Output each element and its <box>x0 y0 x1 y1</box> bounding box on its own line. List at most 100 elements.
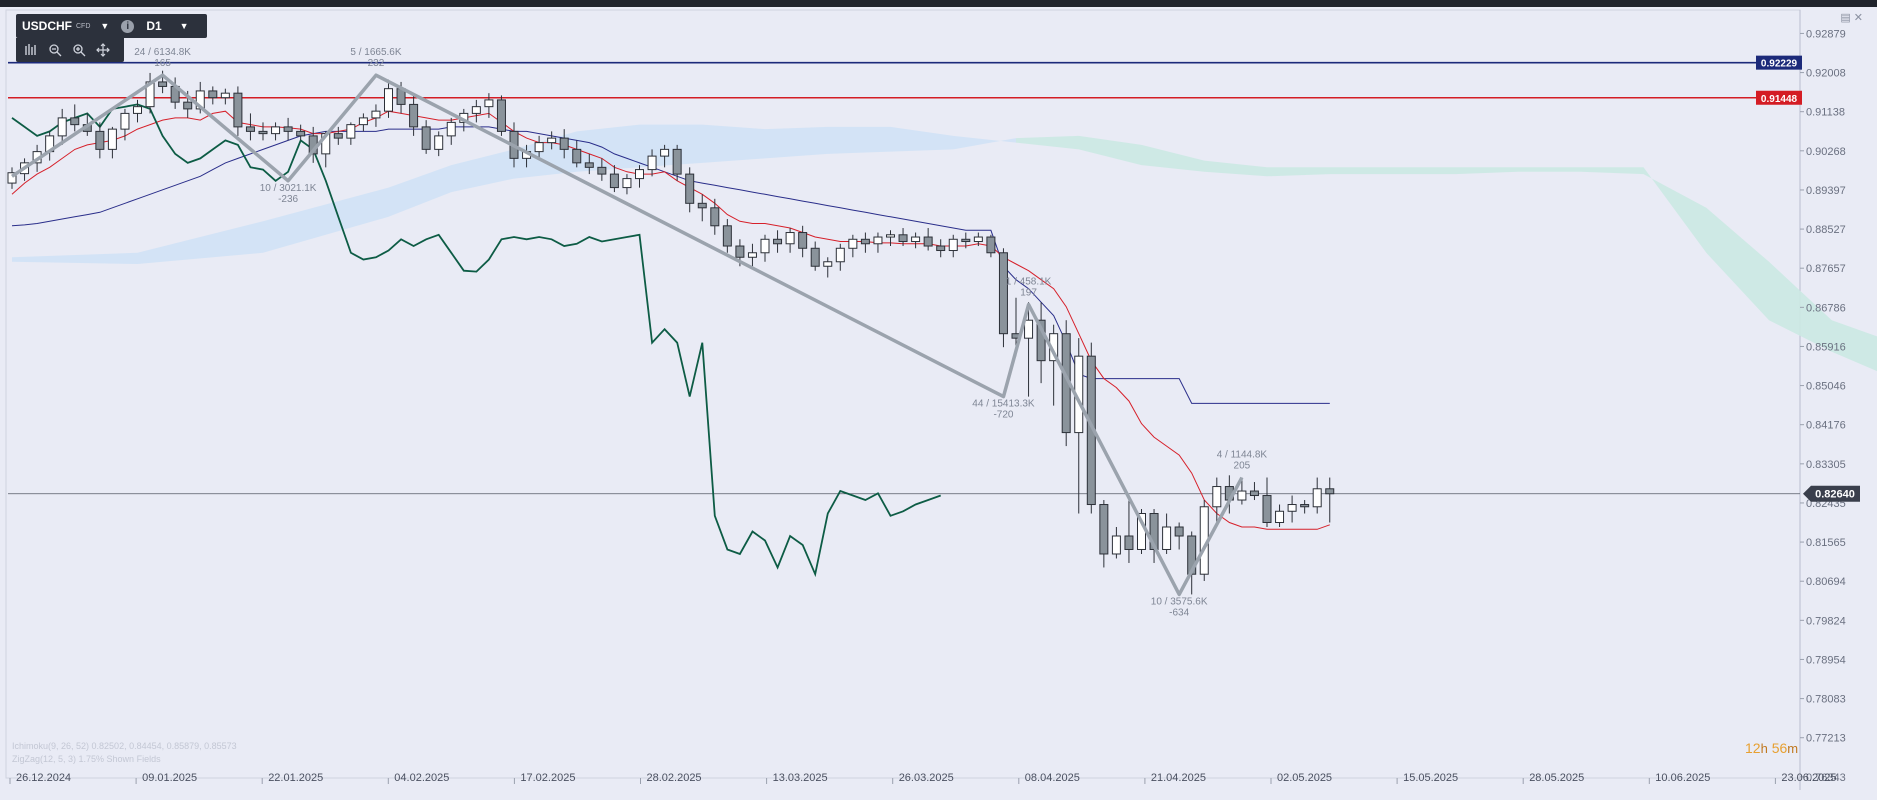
candle-body <box>1212 486 1222 508</box>
candle-body <box>760 238 770 254</box>
symbol-dropdown-icon[interactable]: ▼ <box>100 21 110 31</box>
horizontal-line-price-label: 0.92229 <box>1761 59 1798 70</box>
candle-body <box>1325 488 1335 495</box>
candle-body <box>911 236 921 243</box>
x-tick-label: 13.03.2025 <box>773 772 828 784</box>
candle-body <box>873 236 883 245</box>
close-icon[interactable]: ✕ <box>1853 12 1863 24</box>
y-tick-label: 0.91138 <box>1806 107 1845 119</box>
candle <box>283 117 293 141</box>
countdown-hours: 12 <box>1745 740 1761 756</box>
zoom-out-icon[interactable] <box>46 41 64 59</box>
zigzag-volume-label: 10 / 3575.6K <box>1151 596 1208 607</box>
candle <box>948 234 958 258</box>
candle-body <box>860 238 870 245</box>
candle-body <box>384 88 393 112</box>
y-tick-label: 0.85046 <box>1806 381 1846 393</box>
zigzag-volume-label: 24 / 6134.8K <box>134 47 191 58</box>
candle-body <box>371 110 381 119</box>
zigzag-points-label: 197 <box>1020 287 1037 298</box>
y-tick-label: 0.79824 <box>1806 615 1846 627</box>
timeframe-selector[interactable]: D1 <box>146 19 162 33</box>
candle <box>371 104 381 127</box>
candle-body <box>95 130 105 150</box>
chart-tools <box>16 38 124 62</box>
candle-body <box>346 124 356 139</box>
zoom-in-icon[interactable] <box>70 41 88 59</box>
candle <box>998 248 1008 348</box>
candle <box>697 194 707 222</box>
zigzag-line <box>11 73 1244 597</box>
candle-body <box>120 112 130 130</box>
x-tick-label: 04.02.2025 <box>394 772 449 784</box>
symbol-name[interactable]: USDCHF <box>22 19 72 33</box>
candle <box>597 158 607 181</box>
candle-body <box>484 99 494 108</box>
countdown-minutes-unit: m <box>1787 741 1799 756</box>
candle <box>70 104 80 132</box>
candle <box>346 122 356 145</box>
y-tick-label: 0.80694 <box>1806 576 1846 588</box>
info-icon[interactable]: i <box>121 19 135 33</box>
tenkan-sen-line <box>11 110 1330 530</box>
candle <box>245 113 255 141</box>
horizontal-line-label-box <box>1756 90 1802 105</box>
zigzag-points-label: -720 <box>993 410 1013 421</box>
candle-body <box>998 252 1008 335</box>
y-tick-label: 0.84176 <box>1806 420 1846 432</box>
timeframe-dropdown-icon[interactable]: ▼ <box>179 21 189 31</box>
x-tick-label: 22.01.2025 <box>268 772 323 784</box>
candle <box>660 144 670 168</box>
y-tick-label: 0.78954 <box>1806 654 1846 666</box>
zigzag-volume-label: 4 / 1144.8K <box>1217 450 1268 461</box>
candle <box>622 174 632 195</box>
zigzag-points-label: 205 <box>1234 461 1251 472</box>
detach-icon[interactable]: ▤ <box>1840 12 1851 24</box>
candle <box>296 124 306 141</box>
candle-countdown: 12h 56m <box>1745 740 1798 756</box>
candle-body <box>1036 319 1046 362</box>
candle-body <box>1162 526 1172 550</box>
crosshair-icon[interactable] <box>94 41 112 59</box>
candle <box>1325 477 1335 523</box>
chart-type-icon[interactable] <box>22 41 40 59</box>
x-tick-label: 15.05.2025 <box>1403 772 1458 784</box>
candle-body <box>848 238 858 249</box>
candle <box>358 113 368 132</box>
candle-body <box>823 261 833 267</box>
candle <box>484 93 494 118</box>
candle <box>1262 477 1272 528</box>
candle <box>1275 504 1285 528</box>
candle <box>760 234 770 262</box>
indicator-legend: Ichimoku(9, 26, 52) 0.82502, 0.84454, 0.… <box>12 740 237 766</box>
y-tick-label: 0.92879 <box>1806 28 1846 40</box>
candle-body <box>660 148 670 157</box>
y-tick-label: 0.90268 <box>1806 146 1846 158</box>
candle <box>973 232 983 247</box>
candle <box>333 126 343 145</box>
candle-body <box>258 130 268 135</box>
candle-body <box>1124 535 1134 550</box>
candle <box>107 126 117 159</box>
candle-body <box>534 142 544 153</box>
candle <box>1049 324 1059 406</box>
x-tick-label: 26.03.2025 <box>899 772 954 784</box>
candle <box>258 122 268 141</box>
legend-line-ichimoku: Ichimoku(9, 26, 52) 0.82502, 0.84454, 0.… <box>12 741 237 751</box>
current-price-marker <box>1803 485 1860 502</box>
candle <box>1124 500 1134 563</box>
candle <box>421 120 431 154</box>
candle-body <box>1312 488 1322 508</box>
x-tick-label: 02.05.2025 <box>1277 772 1332 784</box>
y-tick-label: 0.78083 <box>1806 694 1846 706</box>
candle-body <box>622 178 632 189</box>
kijun-sen-line <box>11 126 1330 404</box>
candle <box>848 234 858 258</box>
candle <box>434 131 444 157</box>
horizontal-line-label-box <box>1756 55 1802 70</box>
candle-body <box>421 126 431 150</box>
candle-body <box>785 232 795 245</box>
candle-body <box>1174 526 1184 537</box>
candle <box>1212 477 1222 528</box>
